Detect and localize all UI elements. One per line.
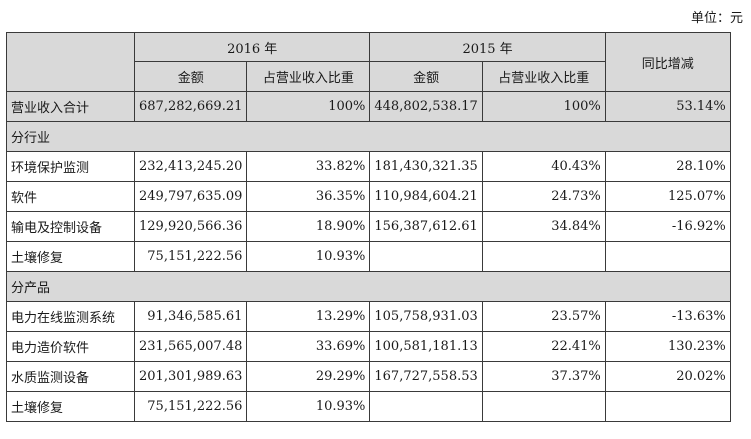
yoy-change: 28.10%	[604, 151, 731, 182]
row-label: 电力造价软件	[6, 331, 135, 362]
share-2016: 36.35%	[246, 181, 371, 212]
amount-2015: 105,758,931.03	[369, 301, 483, 332]
yoy-change: -13.63%	[604, 301, 731, 332]
amount-2016: 232,413,245.20	[133, 151, 248, 182]
amount-2016: 91,346,585.61	[133, 301, 248, 332]
row-label: 土壤修复	[6, 391, 135, 422]
amount-2016: 249,797,635.09	[133, 181, 248, 212]
revenue-table: 2016 年 2015 年 同比增减 金额 占营业收入比重 金额 占营业收入比重…	[6, 32, 731, 422]
share-2016: 33.69%	[246, 331, 371, 362]
section-industry-label: 分行业	[6, 121, 731, 152]
share-2016: 18.90%	[246, 211, 371, 242]
share-2016: 10.93%	[246, 391, 371, 422]
amount-2015: 100,581,181.13	[369, 331, 483, 362]
share-2015: 23.57%	[481, 301, 606, 332]
row-label: 水质监测设备	[6, 361, 135, 392]
share-2015: 24.73%	[481, 181, 606, 212]
total-pct-2016: 100%	[246, 91, 371, 122]
amount-2015: 110,984,604.21	[369, 181, 483, 212]
table-row: 环境保护监测 232,413,245.20 33.82% 181,430,321…	[6, 151, 731, 182]
header-amount-2016: 金额	[133, 61, 248, 92]
amount-2016: 201,301,989.63	[133, 361, 248, 392]
share-2015	[481, 241, 606, 272]
amount-2015: 167,727,558.53	[369, 361, 483, 392]
row-label: 土壤修复	[6, 241, 135, 272]
header-2015: 2015 年	[369, 32, 606, 62]
share-2015: 40.43%	[481, 151, 606, 182]
yoy-change: -16.92%	[604, 211, 731, 242]
section-product-label: 分产品	[6, 271, 731, 302]
amount-2015	[369, 241, 483, 272]
header-2016: 2016 年	[133, 32, 371, 62]
section-industry-row: 分行业	[6, 121, 731, 152]
table-row: 输电及控制设备 129,920,566.36 18.90% 156,387,61…	[6, 211, 731, 242]
total-row: 营业收入合计 687,282,669.21 100% 448,802,538.1…	[6, 91, 731, 122]
amount-2016: 129,920,566.36	[133, 211, 248, 242]
share-2016: 10.93%	[246, 241, 371, 272]
share-2015: 37.37%	[481, 361, 606, 392]
amount-2016: 75,151,222.56	[133, 241, 248, 272]
header-share-2016: 占营业收入比重	[246, 61, 371, 92]
yoy-change: 130.23%	[604, 331, 731, 362]
header-amount-2015: 金额	[369, 61, 483, 92]
table-row: 土壤修复 75,151,222.56 10.93%	[6, 391, 731, 422]
table-row: 电力在线监测系统 91,346,585.61 13.29% 105,758,93…	[6, 301, 731, 332]
share-2015: 22.41%	[481, 331, 606, 362]
table-body: 2016 年 2015 年 同比增减 金额 占营业收入比重 金额 占营业收入比重…	[6, 32, 731, 422]
section-product-row: 分产品	[6, 271, 731, 302]
total-pct-2015: 100%	[481, 91, 606, 122]
row-label: 电力在线监测系统	[6, 301, 135, 332]
header-yoy: 同比增减	[604, 32, 731, 92]
share-2016: 13.29%	[246, 301, 371, 332]
table-row: 软件 249,797,635.09 36.35% 110,984,604.21 …	[6, 181, 731, 212]
share-2016: 33.82%	[246, 151, 371, 182]
share-2015	[481, 391, 606, 422]
amount-2015: 156,387,612.61	[369, 211, 483, 242]
amount-2015	[369, 391, 483, 422]
yoy-change: 125.07%	[604, 181, 731, 212]
total-label: 营业收入合计	[6, 91, 135, 122]
share-2015: 34.84%	[481, 211, 606, 242]
total-amt-2016: 687,282,669.21	[133, 91, 248, 122]
share-2016: 29.29%	[246, 361, 371, 392]
table-row: 土壤修复 75,151,222.56 10.93%	[6, 241, 731, 272]
table-row: 电力造价软件 231,565,007.48 33.69% 100,581,181…	[6, 331, 731, 362]
table-row: 水质监测设备 201,301,989.63 29.29% 167,727,558…	[6, 361, 731, 392]
yoy-change: 20.02%	[604, 361, 731, 392]
row-label: 软件	[6, 181, 135, 212]
amount-2015: 181,430,321.35	[369, 151, 483, 182]
yoy-change	[604, 391, 731, 422]
unit-label: 单位：元	[690, 11, 743, 26]
header-share-2015: 占营业收入比重	[481, 61, 606, 92]
amount-2016: 75,151,222.56	[133, 391, 248, 422]
total-amt-2015: 448,802,538.17	[369, 91, 483, 122]
yoy-change	[604, 241, 731, 272]
total-yoy: 53.14%	[604, 91, 731, 122]
corner-cell	[6, 32, 135, 92]
row-label: 环境保护监测	[6, 151, 135, 182]
amount-2016: 231,565,007.48	[133, 331, 248, 362]
row-label: 输电及控制设备	[6, 211, 135, 242]
